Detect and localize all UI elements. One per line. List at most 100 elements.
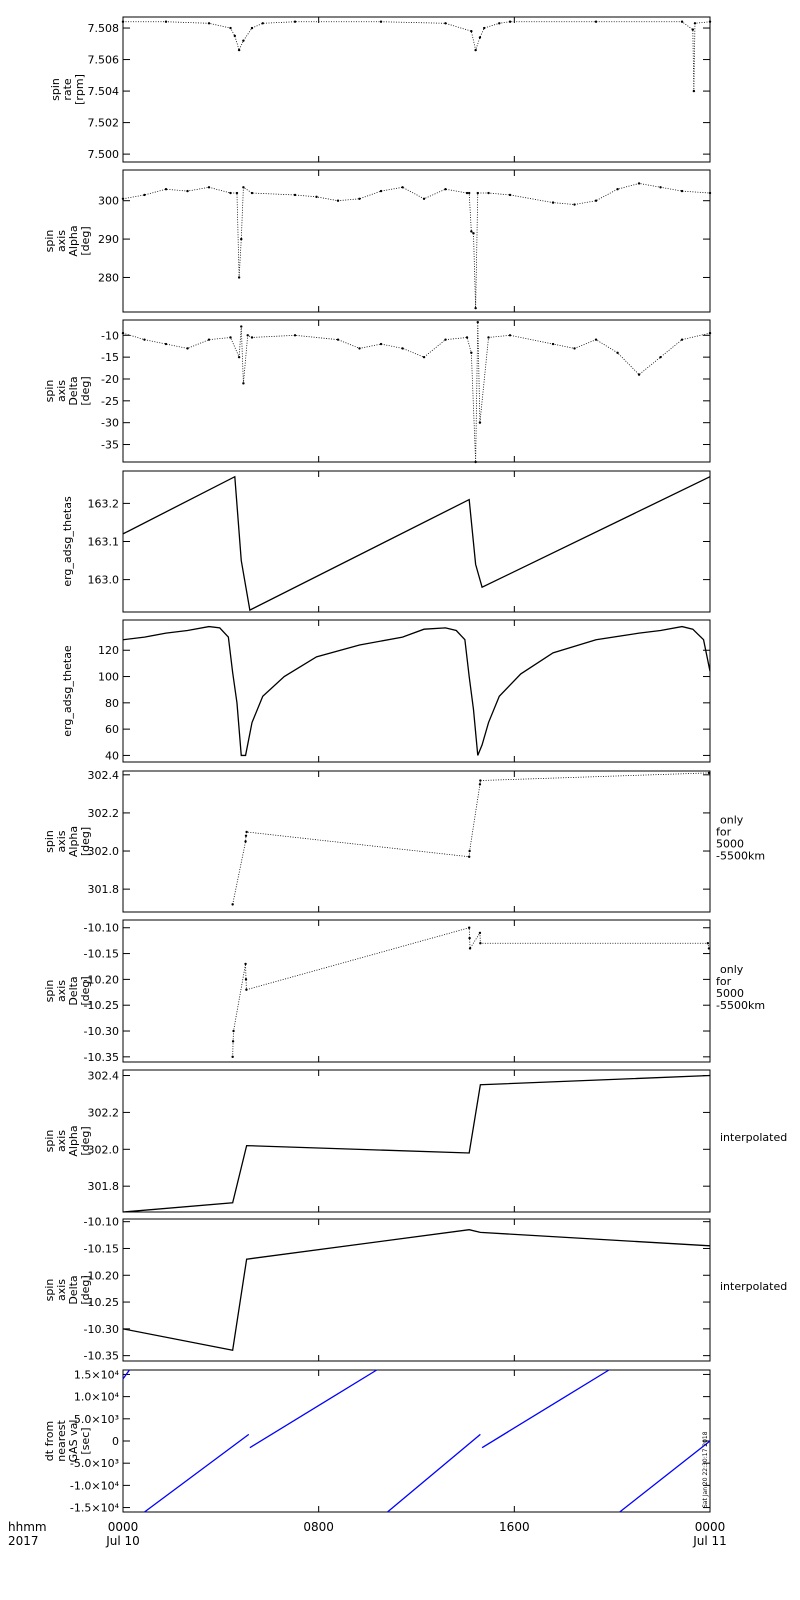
y-tick-label: 80 <box>105 697 119 710</box>
data-point <box>244 834 248 837</box>
x-tick-date-label: Jul 11 <box>692 1534 727 1548</box>
y-tick-label: 7.504 <box>88 85 120 98</box>
data-point <box>706 942 710 945</box>
x-tick-label: 0000 <box>108 1520 139 1534</box>
y-tick-label: 302.0 <box>88 1143 120 1156</box>
y-tick-label: -10.10 <box>84 1216 119 1229</box>
data-point <box>508 20 512 23</box>
y-tick-label: 302.0 <box>88 845 120 858</box>
plot-frame <box>122 319 711 463</box>
plot-frame <box>122 470 711 613</box>
series-line <box>122 625 711 757</box>
data-point <box>616 351 619 354</box>
data-point <box>551 201 555 204</box>
data-point <box>164 20 168 23</box>
data-point <box>573 347 576 350</box>
series-segment <box>249 1369 378 1449</box>
data-point <box>594 199 598 202</box>
y-tick-label: 300 <box>98 195 119 208</box>
y-axis-label: spinrate[rpm] <box>49 74 86 105</box>
data-point <box>237 276 241 279</box>
panel-9: -10.35 -10.30 -10.25 -10.20 -10.15 -10.10 spin… <box>43 1216 787 1363</box>
y-tick-label: -10.25 <box>84 999 119 1012</box>
series-segment <box>481 1369 610 1449</box>
data-point <box>472 232 475 235</box>
series-trace <box>122 322 711 463</box>
data-point <box>468 849 471 853</box>
data-point <box>237 48 241 52</box>
series-line <box>122 1074 711 1213</box>
series-trace <box>122 183 711 309</box>
data-point <box>659 355 662 359</box>
data-point <box>261 22 264 25</box>
y-tick-label: -5.0×10³ <box>70 1457 119 1470</box>
data-point <box>637 373 641 376</box>
data-point <box>422 197 426 200</box>
data-point <box>465 336 469 339</box>
panel-10: -1.5×10⁴ -1.0×10⁴ -5.0×10³ 0 5.0×10³ 1.0×10⁴ 1… <box>43 1368 711 1515</box>
x-tick-date-label: Jul 10 <box>105 1534 140 1548</box>
y-tick-label: 0 <box>112 1435 119 1448</box>
series-segment <box>619 1440 711 1513</box>
panel-note: interpolated <box>720 1280 787 1293</box>
data-point <box>508 193 512 197</box>
y-axis-label: erg_adsg_thetas <box>61 496 74 587</box>
y-tick-label: 290 <box>98 233 119 246</box>
data-point <box>121 20 125 23</box>
data-point <box>401 186 404 189</box>
y-axis-label: spinaxisAlpha[deg] <box>43 826 92 857</box>
data-point <box>231 903 234 906</box>
panel-2: 280 290 300 spinaxisAlpha[deg] <box>43 169 712 313</box>
data-point <box>207 22 211 25</box>
plot-frame <box>122 770 711 913</box>
x-axis-label: hhmm <box>8 1520 47 1534</box>
data-point <box>233 34 237 38</box>
data-point <box>465 191 469 195</box>
plot-frame <box>122 1069 711 1213</box>
x-tick-label: 0000 <box>695 1520 726 1534</box>
data-point <box>231 1055 234 1059</box>
y-tick-label: -10.35 <box>84 1350 119 1363</box>
plot-frame <box>122 619 711 763</box>
y-tick-label: 60 <box>105 723 119 736</box>
data-point <box>479 779 482 782</box>
y-tick-label: 7.508 <box>88 22 120 35</box>
data-point <box>637 182 641 185</box>
series-trace <box>123 21 711 92</box>
y-tick-label: 280 <box>98 271 119 284</box>
data-point <box>470 351 473 354</box>
data-point <box>680 338 684 341</box>
y-tick-label: -10.30 <box>84 1025 119 1038</box>
data-point <box>293 193 297 197</box>
data-point <box>478 36 482 39</box>
data-point <box>121 197 125 200</box>
data-point <box>444 338 447 341</box>
data-point <box>498 22 501 25</box>
series-segment <box>122 1369 130 1380</box>
y-tick-label: -35 <box>101 439 119 452</box>
data-point <box>708 20 712 23</box>
series-trace <box>232 772 709 905</box>
panel-8: 301.8 302.0 302.2 302.4 spinaxisAlpha[deg] in… <box>43 1069 787 1213</box>
data-point <box>616 187 619 191</box>
data-point <box>444 22 447 25</box>
y-tick-label: 40 <box>105 749 119 762</box>
y-tick-label: -10.15 <box>84 1242 119 1255</box>
data-point <box>315 195 318 199</box>
data-point <box>379 189 383 193</box>
panel-1: 7.500 7.502 7.504 7.506 7.508 spinrate[rpm] <box>49 16 712 163</box>
data-point <box>468 936 471 940</box>
data-point <box>240 325 243 328</box>
data-point <box>478 783 482 786</box>
panel-4: 163.0 163.1 163.2 erg_adsg_thetas <box>61 470 711 613</box>
data-point <box>691 28 694 31</box>
data-point <box>551 342 555 346</box>
plot-frame <box>122 16 711 163</box>
panel-7: -10.35 -10.30 -10.25 -10.20 -10.15 -10.10 spin… <box>43 919 765 1064</box>
data-point <box>659 186 662 189</box>
data-point <box>250 191 254 195</box>
data-point <box>358 197 361 200</box>
data-point <box>242 39 245 42</box>
data-point <box>246 334 249 337</box>
